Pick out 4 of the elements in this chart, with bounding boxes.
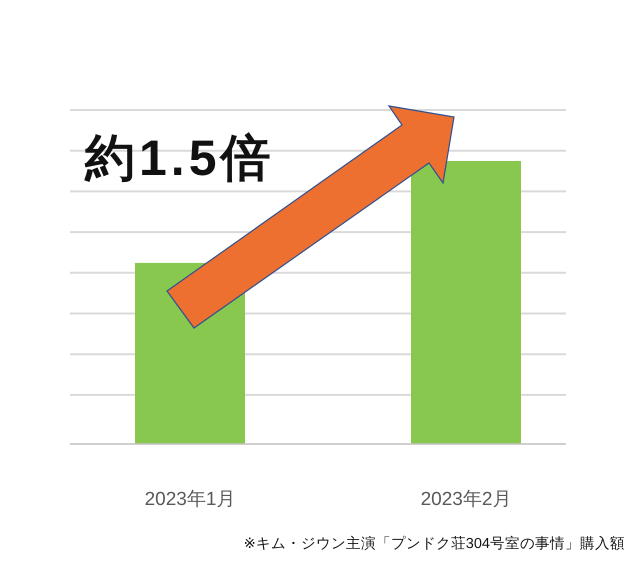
text: ※キム・ジウン主演「プンドク荘304号室の事情」購入額 [244, 535, 625, 552]
x-tick-label: 2023年1月 [144, 489, 236, 510]
annotation: 約1.5倍 [84, 130, 275, 186]
x-tick-label: 2023年2月 [420, 489, 512, 510]
